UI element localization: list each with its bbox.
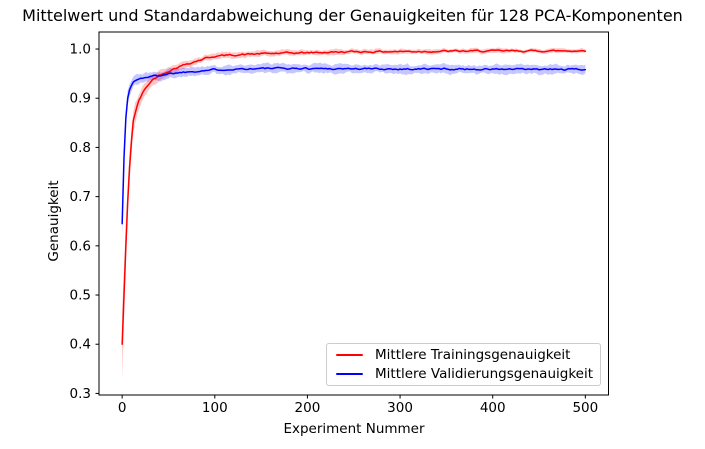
legend-item-validation: Mittlere Validierungsgenauigkeit	[336, 365, 600, 382]
y-tick-label: 0.5	[70, 288, 91, 304]
y-tick-label: 0.8	[70, 140, 91, 156]
y-tick-label: 0.3	[70, 386, 91, 402]
chart-title: Mittelwert und Standardabweichung der Ge…	[22, 6, 683, 25]
legend-label-training: Mittlere Trainingsgenauigkeit	[375, 346, 571, 363]
axes-spines	[98, 31, 609, 396]
y-tick-label: 0.4	[70, 337, 91, 353]
x-tick-label: 500	[572, 400, 598, 416]
legend-line-sample-validation	[336, 372, 363, 376]
y-tick-label: 0.7	[70, 189, 91, 205]
legend-label-validation: Mittlere Validierungsgenauigkeit	[375, 365, 594, 382]
mean-line-validation	[121, 66, 587, 225]
series-layer	[121, 47, 587, 381]
mean-line-training	[121, 49, 587, 345]
y-tick-label: 0.6	[70, 238, 91, 254]
legend-item-training: Mittlere Trainingsgenauigkeit	[336, 346, 600, 363]
x-tick-label: 400	[480, 400, 506, 416]
x-tick-label: 300	[387, 400, 413, 416]
y-axis-label: Genauigkeit	[46, 180, 62, 262]
std-band-training	[122, 47, 586, 381]
legend-line-sample-training	[336, 353, 363, 357]
x-tick-label: 100	[202, 400, 228, 416]
y-tick-label: 1.0	[70, 42, 91, 58]
std-band-validation	[122, 62, 586, 238]
legend: Mittlere Trainingsgenauigkeit Mittlere V…	[326, 343, 601, 386]
y-tick-label: 0.9	[70, 91, 91, 107]
x-tick-label: 200	[295, 400, 321, 416]
x-axis-label: Experiment Nummer	[283, 421, 425, 437]
x-tick-label: 0	[118, 400, 127, 416]
axis-ticks: 0 100 200 300 400 500 0.3 0.4 0.5 0.6 0.7 0.8 0.9 1.0	[70, 42, 599, 416]
